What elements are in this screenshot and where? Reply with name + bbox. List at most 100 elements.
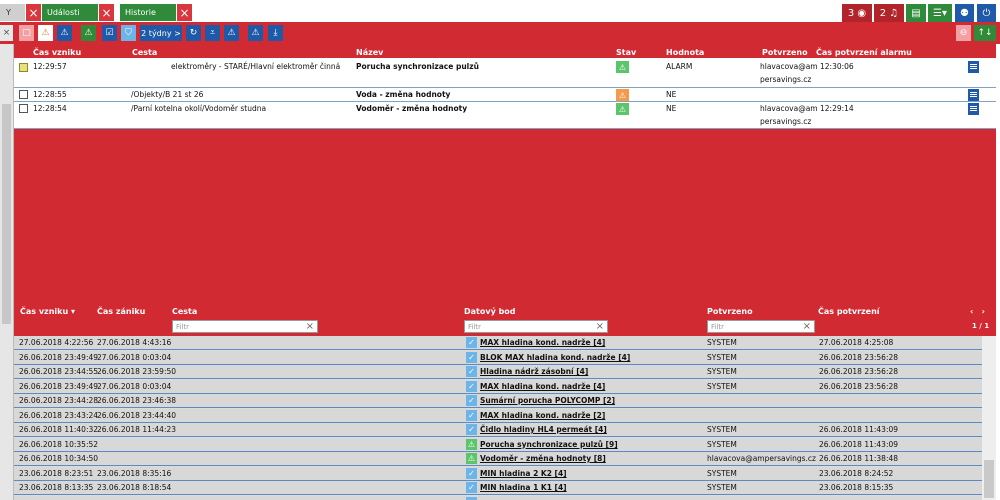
tab-historie[interactable]: Historie — [120, 4, 176, 21]
row-select-checkbox[interactable] — [19, 63, 28, 72]
created-cell: 26.06.2018 10:34:50 — [19, 454, 99, 463]
created-cell: 27.06.2018 4:22:56 — [19, 338, 94, 347]
checkbox-icon[interactable]: ☑ — [102, 25, 117, 41]
left-scroll-thumb[interactable] — [2, 104, 11, 324]
document-icon[interactable] — [968, 103, 979, 115]
confirmed-filter-input[interactable]: Filtr × — [707, 320, 815, 333]
created-cell: 26.06.2018 23:49:49 — [19, 352, 99, 362]
col-value[interactable]: Hodnota — [666, 48, 705, 57]
alarm-row[interactable]: 12:28:54 /Parní kotelna okolí/Vodoměr st… — [14, 102, 996, 129]
pager-arrows[interactable]: ‹ › — [970, 307, 985, 316]
col-path[interactable]: Cesta — [132, 48, 158, 57]
download-icon[interactable]: ⤓ — [268, 25, 283, 41]
tab-udalosti-close-icon[interactable]: × — [99, 4, 114, 21]
history-row[interactable]: 26.06.2018 23:49:49 27.06.2018 0:03:04 MAX… — [14, 379, 982, 394]
history-row[interactable]: 26.06.2018 23:43:24 26.06.2018 23:44:40 MA… — [14, 408, 982, 423]
col-hist-confirm-time[interactable]: Čas potvrzení — [818, 307, 880, 316]
clear-icon[interactable]: × — [305, 321, 314, 332]
close-filter-icon[interactable]: × — [0, 25, 13, 41]
checkbox-icon: ✓ — [466, 467, 477, 479]
created-cell: 26.06.2018 23:44:55 — [19, 367, 99, 376]
next-page-icon[interactable]: › — [981, 307, 985, 316]
datapoint-filter-input[interactable]: Filtr × — [464, 320, 608, 333]
history-row[interactable]: 23.06.2018 8:23:51 23.06.2018 8:35:16 MIN … — [14, 466, 982, 481]
datapoint-link[interactable]: MAX hladina kond. nadrže [2] — [480, 410, 606, 420]
ended-cell: 23.06.2018 8:35:16 — [97, 468, 172, 478]
warning-orange-icon[interactable]: ⚠ — [38, 25, 53, 41]
warning-green-icon[interactable]: ⚠ — [81, 25, 96, 41]
col-state[interactable]: Stav — [616, 48, 637, 57]
history-row[interactable]: 23.06.2018 8:13:35 23.06.2018 8:18:54 MIN … — [14, 481, 982, 495]
history-scrollbar[interactable] — [982, 336, 996, 500]
history-row[interactable]: 27.06.2018 4:22:56 27.06.2018 4:43:16 MAX … — [14, 336, 982, 350]
history-row[interactable]: 26.06.2018 23:44:55 26.06.2018 23:59:50 Hl… — [14, 365, 982, 379]
confirm-time-cell: 23.06.2018 8:15:35 — [819, 483, 894, 492]
col-created[interactable]: Čas vzniku ▾ — [20, 307, 75, 316]
refresh-icon[interactable]: ↻ — [186, 25, 201, 41]
document-icon[interactable] — [968, 61, 979, 73]
col-confirm-time[interactable]: Čas potvrzení alarmu — [816, 48, 912, 57]
datapoint-link[interactable]: Čidlo hladiny HL4 permeát [4] — [480, 425, 607, 434]
datapoint-link[interactable]: Porucha synchronizace pulzů [9] — [480, 439, 618, 449]
col-hist-confirmed[interactable]: Potvrzeno — [707, 307, 753, 316]
tab-first[interactable]: Y — [0, 4, 25, 21]
datapoint-link[interactable]: MIN hladina 2 K2 [4] — [480, 468, 567, 478]
ended-cell: 27.06.2018 0:03:04 — [97, 352, 172, 362]
sort-icon[interactable]: ↑↓ — [974, 25, 996, 41]
row-select-checkbox[interactable] — [19, 90, 28, 99]
period-selector[interactable]: 2 týdny > — [140, 25, 182, 41]
created-cell: 26.06.2018 10:35:52 — [19, 439, 99, 449]
ended-cell: 26.06.2018 11:44:23 — [97, 425, 177, 434]
datapoint-link[interactable]: MAX hladina kond. nadrže [4] — [480, 381, 606, 391]
prev-page-icon[interactable]: ‹ — [970, 307, 974, 316]
path-filter-input[interactable]: Filtr × — [172, 320, 318, 333]
history-row[interactable]: 26.06.2018 23:44:28 26.06.2018 23:46:38 Su… — [14, 394, 982, 408]
clear-icon[interactable]: × — [595, 321, 604, 332]
datapoint-link[interactable]: Hladina nádrž zásobní [4] — [480, 367, 589, 376]
tab-historie-close-icon[interactable]: × — [177, 4, 192, 21]
row-select-checkbox[interactable] — [19, 104, 28, 113]
tab-udalosti[interactable]: Události — [42, 4, 98, 21]
history-row[interactable]: ✓ — [14, 495, 982, 500]
history-row[interactable]: 26.06.2018 10:34:50 Vodoměr - změna hodno… — [14, 452, 982, 466]
list-button[interactable]: ☰▾ — [928, 4, 952, 22]
datapoint-link[interactable]: BLOK MAX hladina kond. nadrže [4] — [480, 352, 631, 362]
document-icon[interactable] — [968, 89, 979, 101]
zoom-icon[interactable]: ⊖ — [956, 25, 971, 41]
state-triangle-icon: ⚠ — [616, 89, 629, 101]
datapoint-link[interactable]: MAX hladina kond. nadrže [4] — [480, 338, 606, 347]
confirm-time-cell: 26.06.2018 23:56:28 — [819, 381, 899, 391]
filter-icon[interactable]: ⛉ — [121, 25, 136, 41]
history-scroll-thumb[interactable] — [984, 460, 994, 498]
datapoint-link[interactable]: Sumární porucha POLYCOMP [2] — [480, 396, 616, 405]
power-button[interactable]: ⏻ — [977, 4, 996, 22]
history-row[interactable]: 26.06.2018 10:35:52 Porucha synchronizace… — [14, 437, 982, 452]
warning-all-icon[interactable]: ⚠ — [248, 25, 263, 41]
col-datapoint[interactable]: Datový bod — [464, 307, 516, 316]
notifications-button[interactable]: 2 ♫ — [874, 4, 904, 22]
alarm-row[interactable]: 12:29:57 elektroměry - STARÉ/Hlavní elek… — [14, 58, 996, 88]
col-hist-path[interactable]: Cesta — [172, 307, 198, 316]
user-button[interactable]: ⚉ — [955, 4, 974, 22]
warning-filter-icon[interactable]: ⚠ — [224, 25, 239, 41]
col-name[interactable]: Název — [356, 48, 384, 57]
book-button[interactable]: ▤ — [906, 4, 926, 22]
created-cell: 26.06.2018 23:43:24 — [19, 410, 99, 420]
collapse-icon[interactable]: ⩡ — [205, 25, 220, 41]
left-scrollbar[interactable] — [0, 44, 14, 500]
confirmed-cell: SYSTEM — [707, 381, 737, 391]
datapoint-link[interactable]: Vodoměr - změna hodnoty [8] — [480, 454, 606, 463]
history-row[interactable]: 26.06.2018 11:40:32 26.06.2018 11:44:23 Či… — [14, 423, 982, 437]
col-confirmed[interactable]: Potvrzeno — [762, 48, 808, 57]
user-icon: ⚉ — [960, 7, 969, 19]
col-ended[interactable]: Čas zániku — [97, 307, 146, 316]
warning-blue-icon[interactable]: ⚠ — [57, 25, 72, 41]
tab-first-close-icon[interactable]: × — [26, 4, 41, 21]
datapoint-link[interactable]: MIN hladina 1 K1 [4] — [480, 483, 567, 492]
alarm-row[interactable]: 12:28:55 /Objekty/B 21 st 26 Voda - změn… — [14, 88, 996, 102]
history-row[interactable]: 26.06.2018 23:49:49 27.06.2018 0:03:04 BLO… — [14, 350, 982, 365]
alarms-button[interactable]: 3 ◉ — [842, 4, 872, 22]
clear-icon[interactable]: × — [802, 321, 811, 332]
col-time[interactable]: Čas vzniku — [33, 48, 82, 57]
stop-icon[interactable]: □ — [19, 25, 34, 41]
